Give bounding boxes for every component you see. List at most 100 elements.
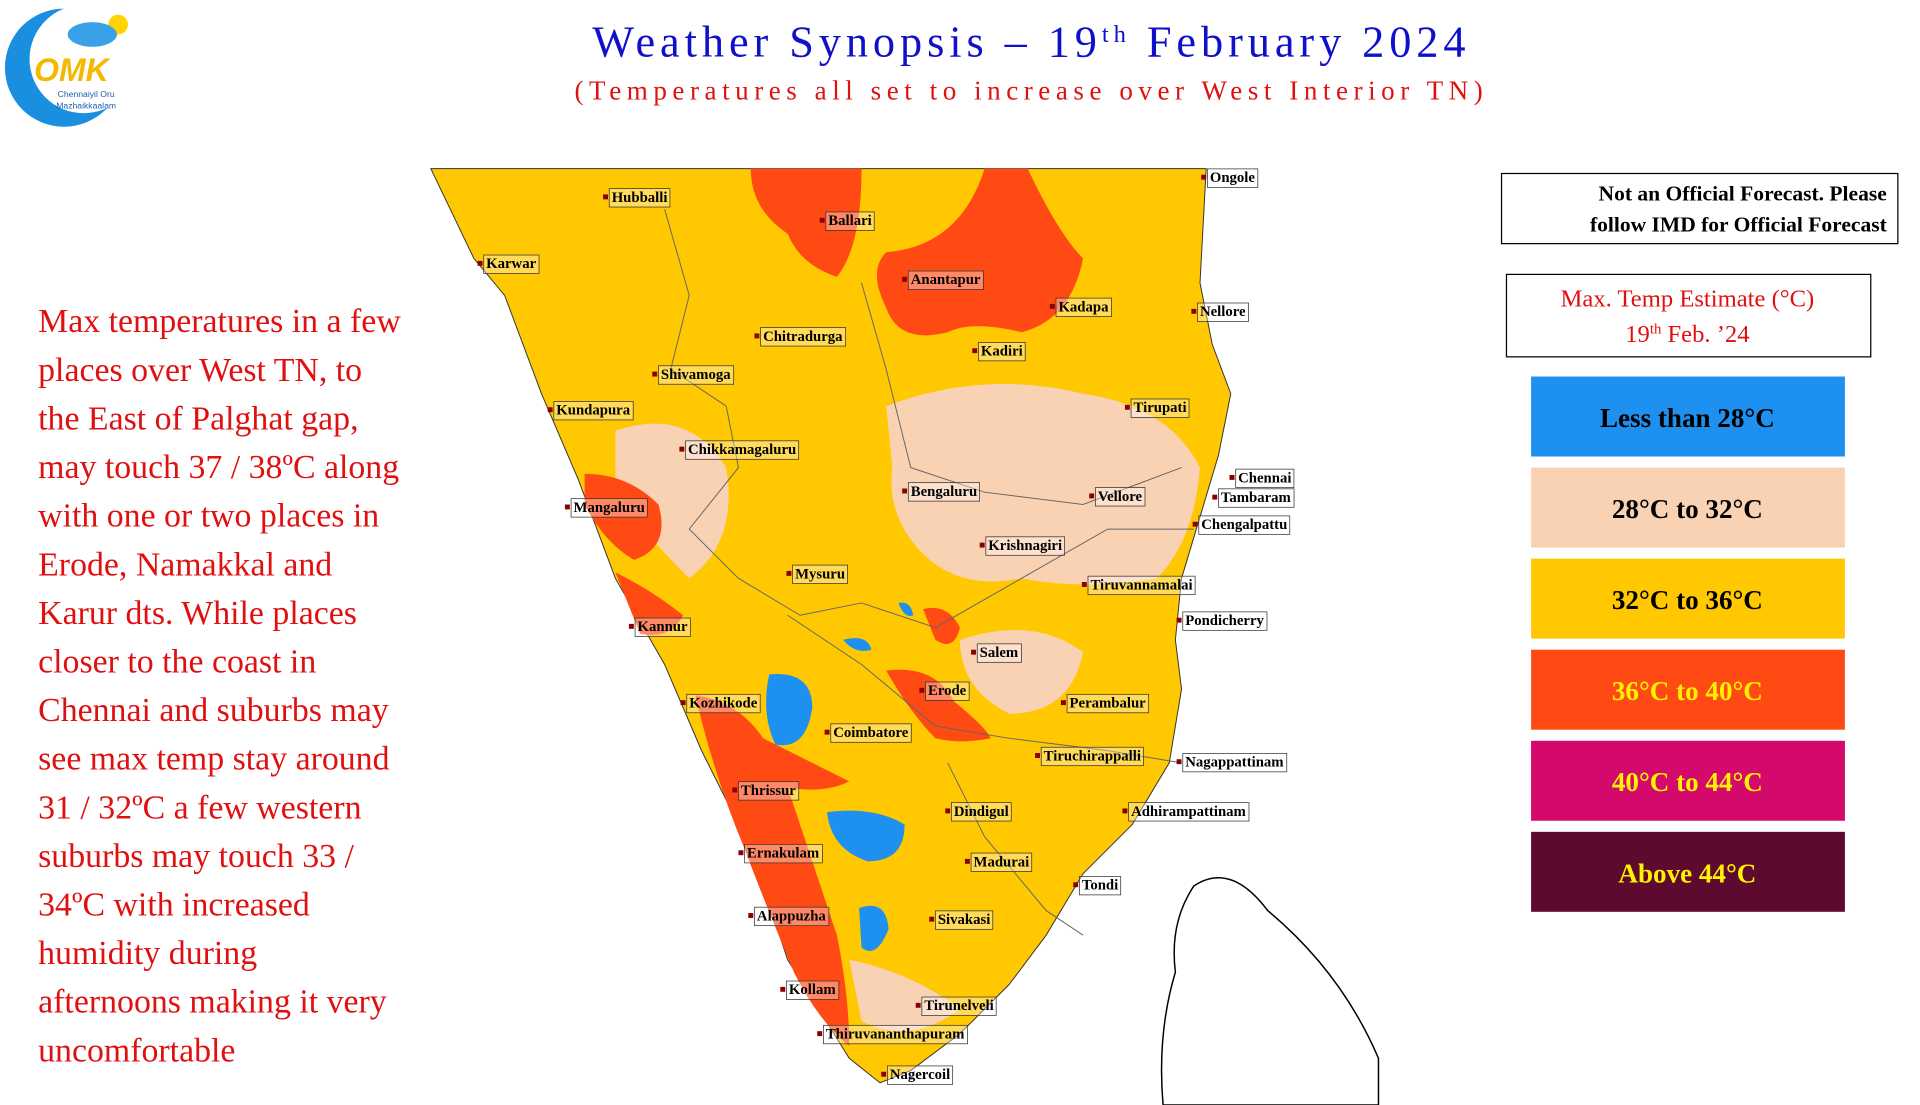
city-dot	[979, 542, 985, 548]
city-label: Sivakasi	[938, 912, 990, 928]
city-dot	[819, 217, 825, 223]
city-box	[970, 852, 1033, 872]
title: Weather Synopsis – 19th February 2024	[592, 18, 1470, 67]
city-label: Nagercoil	[890, 1067, 950, 1083]
city-box	[570, 498, 648, 518]
logo: OMK Chennaiyil Oru Mazhaikkaalam	[4, 4, 138, 127]
city-label: Tambaram	[1221, 490, 1292, 506]
summary-line: Erode, Namakkal and	[38, 546, 332, 583]
summary-line: 34ºC with increased	[38, 887, 310, 924]
city-label: Hubballi	[612, 190, 668, 206]
summary-line: Karur dts. While places	[38, 595, 357, 632]
city-box	[1235, 468, 1295, 488]
city-box	[738, 781, 800, 801]
city-dot	[915, 1002, 921, 1008]
city-label: Kozhikode	[689, 696, 757, 712]
city-box	[1079, 876, 1122, 896]
city-dot	[652, 371, 658, 377]
city-label: Chikkamagaluru	[688, 442, 796, 458]
city-box	[634, 617, 691, 637]
city-labels: Hubballi Ballari Ongole Karwar Anantapur Kada…	[477, 168, 1295, 1085]
city-label: Kundapura	[556, 403, 630, 419]
city-box	[483, 254, 540, 274]
city-box	[1055, 297, 1112, 317]
city-box	[1130, 398, 1190, 418]
summary-line: Chennai and suburbs may	[38, 692, 389, 729]
city-label: Vellore	[1098, 489, 1143, 505]
legend-date-text: 19	[1625, 321, 1650, 348]
city-box	[978, 342, 1026, 362]
summary-line: afternoons making it very	[38, 984, 387, 1021]
summary-line: 31 / 32ºC a few western	[38, 789, 361, 826]
summary-line: the East of Palghat gap,	[38, 400, 358, 437]
city-label: Erode	[928, 683, 967, 699]
disclaimer: follow IMD for Official Forecast	[1590, 212, 1888, 236]
city-dot	[1212, 494, 1218, 500]
title-text: February 2024	[1131, 18, 1471, 67]
city-box	[935, 910, 994, 930]
city-box	[825, 211, 875, 231]
summary: Max temperatures in a few places over Wes…	[38, 303, 401, 1069]
city-label: Kannur	[638, 619, 688, 635]
city-dot	[1089, 493, 1095, 499]
city-label: Nagappattinam	[1185, 755, 1284, 771]
legend-label: Above 44°C	[1618, 858, 1756, 888]
map	[429, 168, 1380, 1105]
city-box	[951, 802, 1012, 822]
legend-swatch	[1531, 376, 1845, 457]
title-sup: th	[1102, 21, 1131, 48]
city-dot	[972, 348, 978, 354]
city-dot	[679, 446, 685, 452]
city-dot	[1176, 617, 1182, 623]
city-label: Pondicherry	[1185, 613, 1264, 629]
logo-mark: OMK	[34, 52, 112, 88]
city-dot	[1073, 882, 1079, 888]
city-box	[1218, 488, 1295, 508]
legend-title-box	[1505, 273, 1872, 358]
city-dot	[902, 488, 908, 494]
city-dot	[1060, 700, 1066, 706]
city-dot	[1049, 303, 1055, 309]
legend-swatch	[1531, 467, 1845, 548]
city-dot	[564, 504, 570, 510]
city-label: Ernakulam	[747, 846, 820, 862]
city-dot	[628, 623, 634, 629]
city-label: Tirunelveli	[924, 998, 993, 1014]
city-box	[1066, 693, 1150, 714]
legend-label: 32°C to 36°C	[1612, 585, 1763, 615]
summary-line: see max temp stay around	[38, 741, 389, 778]
city-box	[792, 564, 848, 584]
city-label: Adhirampattinam	[1131, 804, 1246, 820]
city-label: Kadapa	[1058, 299, 1109, 315]
title-text: Weather Synopsis – 19	[592, 18, 1102, 67]
city-box	[686, 693, 761, 714]
legend-label: Less than 28°C	[1600, 403, 1775, 433]
logo-text: Chennaiyil Oru	[58, 89, 115, 99]
city-dot	[738, 850, 744, 856]
legend-title: Max. Temp Estimate (°C)	[1561, 285, 1815, 312]
summary-line: may touch 37 / 38ºC along	[38, 449, 399, 486]
city-box	[1197, 302, 1249, 322]
city-box	[1128, 802, 1250, 822]
city-dot	[902, 276, 908, 282]
city-dot	[786, 570, 792, 576]
city-dot	[1122, 808, 1128, 814]
city-box	[1040, 746, 1144, 767]
city-label: Chennai	[1238, 470, 1291, 486]
city-box	[608, 188, 671, 208]
legend-label: 40°C to 44°C	[1612, 767, 1763, 797]
legend-date-text: Feb. ’24	[1661, 321, 1749, 348]
legend-swatch	[1531, 831, 1845, 912]
city-dot	[1201, 174, 1207, 180]
city-label: Kadiri	[981, 344, 1023, 360]
city-label: Dindigul	[954, 804, 1009, 820]
legend-label: 36°C to 40°C	[1612, 676, 1763, 706]
city-box	[823, 1024, 968, 1045]
city-box	[658, 365, 735, 385]
city-box	[1198, 515, 1291, 535]
city-label: Ballari	[828, 213, 871, 229]
city-label: Coimbatore	[833, 725, 909, 741]
city-dot	[964, 858, 970, 864]
city-dot	[919, 687, 925, 693]
city-box	[907, 482, 980, 502]
